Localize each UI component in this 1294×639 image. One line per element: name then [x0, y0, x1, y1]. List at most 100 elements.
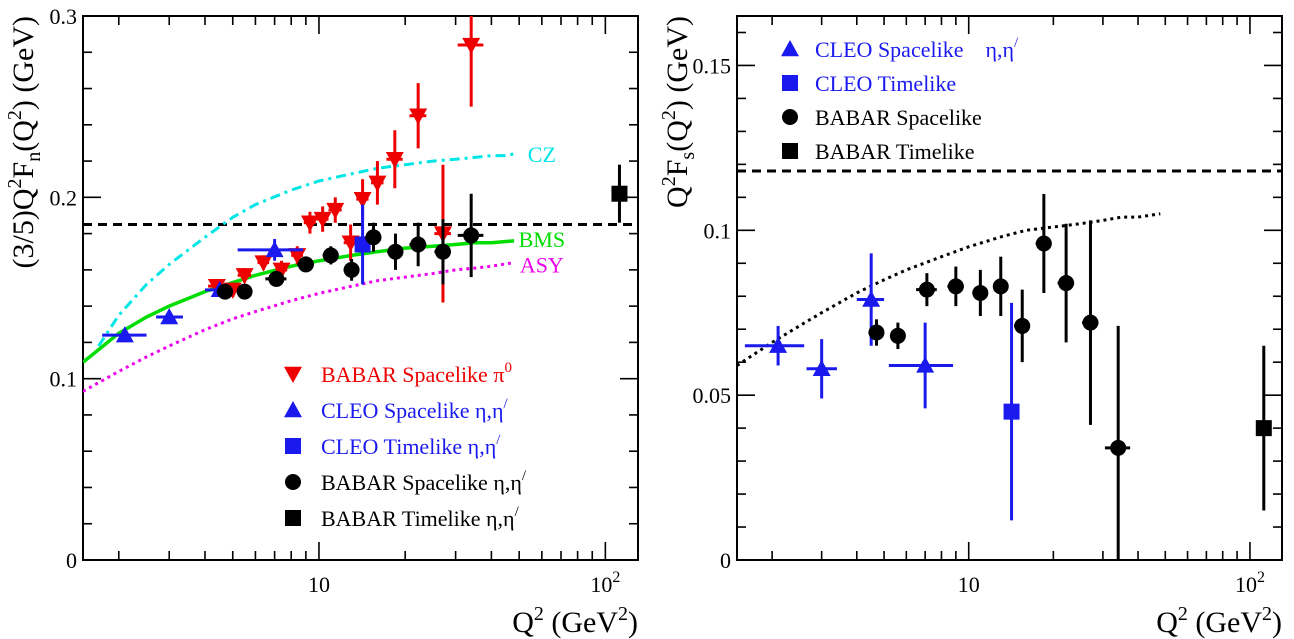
- data-point: [237, 239, 304, 261]
- data-point: [102, 326, 147, 343]
- data-point: [409, 222, 427, 267]
- data-point: [916, 273, 937, 307]
- data-marker: [1058, 275, 1075, 292]
- data-point: [326, 197, 345, 223]
- y-axis-title: (3/5)Q2Fn(Q2) (GeV): [4, 16, 45, 268]
- data-marker: [862, 290, 881, 307]
- data-point: [1255, 345, 1272, 511]
- curve-label-cz: CZ: [528, 142, 556, 167]
- y-tick-label: 0.1: [50, 367, 78, 392]
- data-marker: [918, 281, 935, 298]
- data-point: [297, 256, 314, 273]
- data-marker: [769, 336, 788, 353]
- legend-label: BABAR Spacelike: [815, 105, 982, 130]
- data-point: [300, 211, 319, 234]
- data-marker: [115, 326, 134, 343]
- legend-label: CLEO Timelike η,η/: [321, 432, 501, 459]
- data-point: [235, 268, 254, 285]
- data-point: [744, 325, 805, 366]
- data-marker: [1110, 439, 1127, 456]
- data-point: [1082, 220, 1099, 425]
- x-tick-label: 102: [590, 569, 620, 597]
- data-marker: [1014, 317, 1031, 334]
- legend-marker: [284, 401, 302, 418]
- data-marker: [313, 211, 332, 229]
- data-marker: [288, 248, 307, 265]
- plot-frame: [82, 15, 639, 561]
- x-tick-label: 10: [958, 572, 980, 597]
- data-marker: [1255, 420, 1272, 437]
- data-point: [156, 308, 183, 325]
- data-point: [343, 258, 360, 281]
- data-marker: [254, 255, 273, 272]
- data-point: [322, 246, 339, 265]
- data-point: [868, 319, 885, 346]
- data-marker: [387, 243, 404, 260]
- y-tick-label: 0.15: [693, 53, 732, 78]
- data-point: [889, 322, 906, 349]
- data-marker: [972, 284, 989, 301]
- data-point: [1104, 325, 1131, 560]
- data-marker: [868, 324, 885, 341]
- data-point: [236, 283, 253, 300]
- data-point: [611, 164, 628, 223]
- data-marker: [916, 356, 935, 373]
- legend-label: CLEO Spacelike η,η/: [321, 396, 508, 423]
- series-group: [1003, 302, 1020, 521]
- data-marker: [365, 229, 382, 246]
- data-marker: [1082, 314, 1099, 331]
- x-axis-title: Q2 (GeV2): [1156, 603, 1282, 639]
- data-marker: [217, 283, 234, 300]
- data-point: [1035, 194, 1052, 293]
- y-tick-label: 0: [66, 548, 77, 573]
- series-group: [216, 193, 484, 300]
- series-group: [744, 253, 954, 409]
- y-tick-label: 0: [720, 548, 731, 573]
- data-marker: [409, 108, 428, 125]
- data-point: [888, 322, 954, 409]
- data-point: [1014, 289, 1031, 363]
- data-point: [409, 83, 428, 149]
- y-tick-label: 0.05: [693, 383, 732, 408]
- y-tick-label: 0.2: [50, 185, 78, 210]
- data-marker: [463, 227, 480, 244]
- data-point: [313, 206, 332, 232]
- data-point: [457, 16, 484, 107]
- data-point: [265, 270, 287, 287]
- left-panel: 0 0.1 0.2 0.3 10 102 Q2 (GeV2) (3/5)Q2Fn(Q2) (G…: [4, 4, 639, 639]
- legend-label: BABAR Timelike: [815, 139, 975, 164]
- theory-curve: [737, 212, 1161, 367]
- right-panel: 0 0.05 0.1 0.15 10 102 Q2 (GeV2) Q2Fs(Q2) (GeV)…: [658, 15, 1283, 639]
- legend-marker: [285, 510, 301, 526]
- data-area: [737, 169, 1282, 560]
- data-point: [254, 255, 273, 272]
- data-marker: [326, 202, 345, 220]
- data-marker: [160, 308, 179, 325]
- data-marker: [272, 262, 291, 279]
- curve-label-bms: BMS: [519, 227, 565, 252]
- theory-curve-asy: [83, 261, 515, 393]
- data-marker: [297, 256, 314, 273]
- legend: BABAR Spacelike π0 CLEO Spacelike η,η/CLE…: [284, 360, 527, 531]
- x-tick-label: 10: [308, 572, 330, 597]
- data-point: [806, 339, 837, 399]
- legend-marker: [782, 143, 798, 159]
- data-marker: [889, 327, 906, 344]
- data-marker: [812, 359, 831, 376]
- legend-label: BABAR Timelike η,η/: [321, 504, 520, 531]
- data-point: [457, 193, 484, 278]
- data-point: [992, 256, 1009, 317]
- legend-marker: [782, 75, 798, 91]
- legend-marker: [284, 366, 302, 383]
- theory-curve-cz: [97, 152, 515, 347]
- legend-marker: [781, 40, 799, 57]
- x-axis-title: Q2 (GeV2): [512, 603, 638, 639]
- data-marker: [410, 236, 427, 253]
- data-marker: [434, 243, 451, 260]
- data-point: [434, 219, 451, 285]
- data-marker: [462, 37, 481, 55]
- data-point: [947, 266, 964, 307]
- data-marker: [343, 261, 360, 278]
- plot-frame: [736, 15, 1283, 561]
